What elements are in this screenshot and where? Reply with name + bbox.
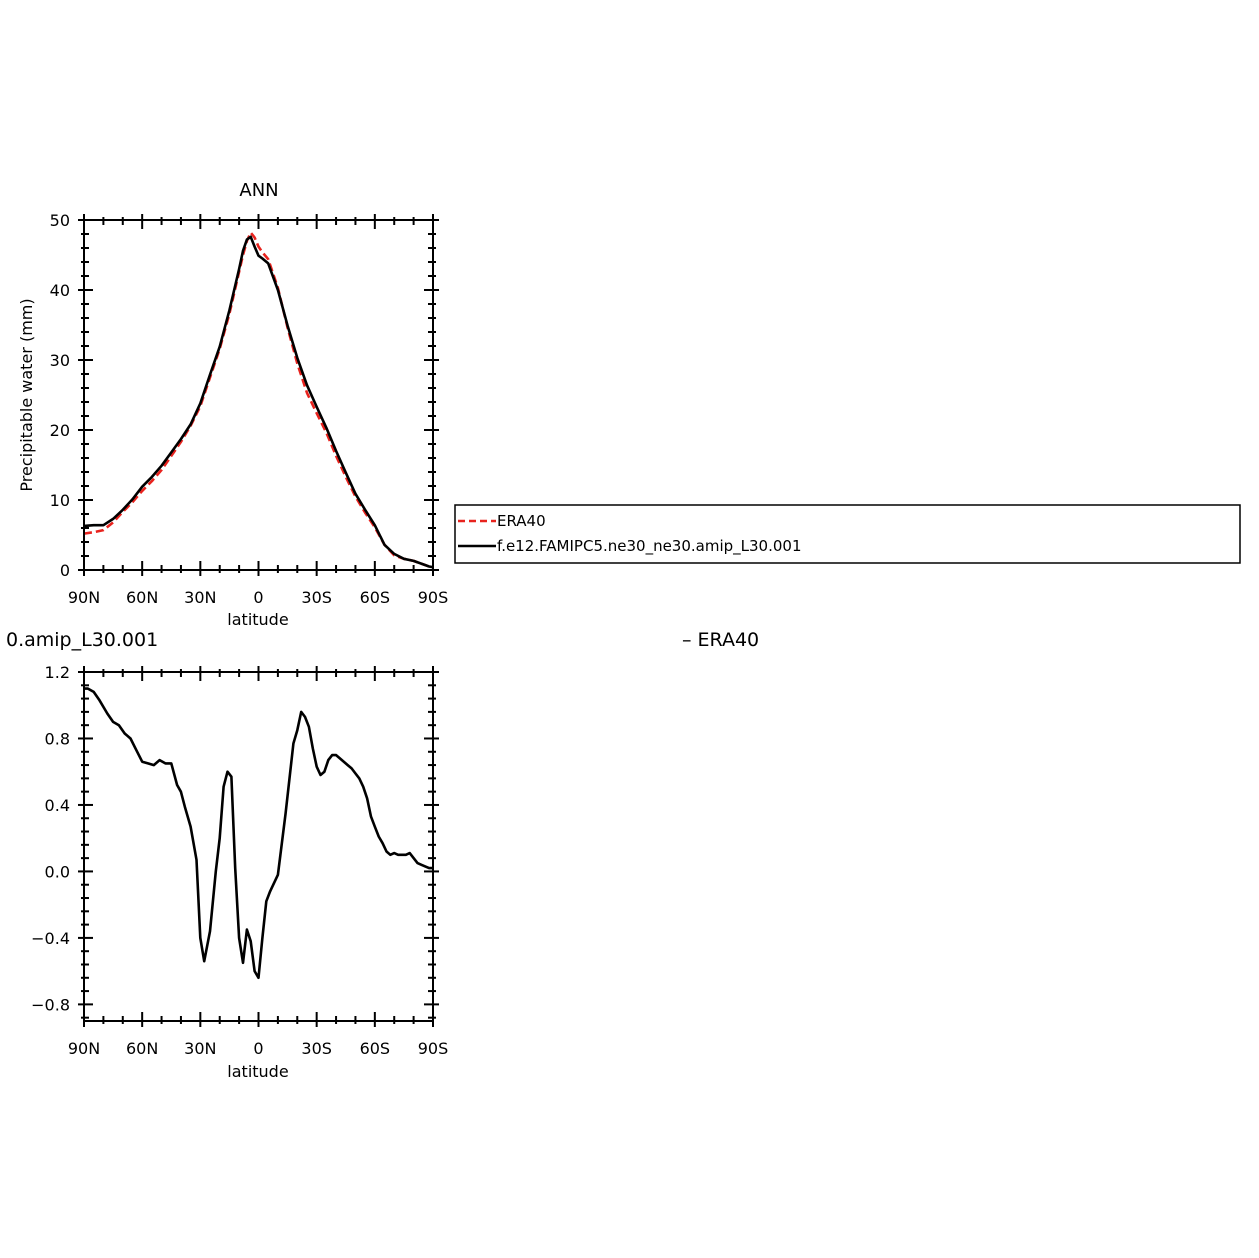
top-chart-y-tick-label: 50 [50, 211, 70, 230]
bottom-chart: 0.amip_L30.001 – ERA40 90N 60N 30N 0 30S 60S 9… [0, 629, 759, 1081]
top-chart-x-tick-label: 30S [301, 588, 332, 607]
bottom-chart-y-tick-label: 1.2 [45, 663, 70, 682]
bottom-chart-x-axis-label: latitude [227, 1062, 288, 1081]
bottom-chart-y-tick-label: −0.4 [31, 929, 70, 948]
top-chart-y-tick-label: 0 [60, 561, 70, 580]
bottom-chart-title-left: 0.amip_L30.001 [6, 629, 158, 651]
top-chart-frame [83, 219, 434, 571]
top-chart-x-tick-label: 90S [418, 588, 449, 607]
bottom-chart-y-tick-label: 0.0 [45, 862, 70, 881]
top-chart-x-tick-labels: 90N 60N 30N 0 30S 60S 90S [68, 588, 448, 607]
bottom-chart-series-group [84, 687, 433, 980]
bottom-chart-y-tick-label: 0.4 [45, 796, 70, 815]
top-chart-series-0-line [83, 231, 434, 569]
bottom-chart-y-axis-label: Precipitable water (mm) [0, 750, 17, 943]
top-chart-y-tick-label: 20 [50, 421, 70, 440]
top-chart-y-tick-label: 30 [50, 351, 70, 370]
bottom-chart-x-tick-label: 90N [68, 1039, 100, 1058]
legend: ERA40 f.e12.FAMIPC5.ne30_ne30.amip_L30.0… [454, 504, 1241, 564]
top-chart-ticks [78, 214, 439, 576]
top-chart-series-1-line [83, 235, 434, 569]
top-chart-y-tick-label: 10 [50, 491, 70, 510]
bottom-chart-title-right: – ERA40 [682, 629, 759, 651]
top-chart-x-tick-label: 90N [68, 588, 100, 607]
bottom-chart-x-tick-label: 30N [184, 1039, 216, 1058]
bottom-chart-y-tick-labels: −0.8 −0.4 0.0 0.4 0.8 1.2 [31, 663, 70, 1014]
top-chart-series-group [83, 231, 434, 569]
legend-box [454, 504, 1241, 564]
bottom-chart-x-tick-label: 90S [418, 1039, 449, 1058]
top-chart-y-tick-label: 40 [50, 281, 70, 300]
top-chart-x-tick-label: 0 [253, 588, 263, 607]
top-chart-y-tick-labels: 0 10 20 30 40 50 [50, 211, 70, 580]
top-chart-x-tick-label: 60S [360, 588, 391, 607]
bottom-chart-y-tick-label: 0.8 [45, 729, 70, 748]
bottom-chart-frame [83, 671, 434, 1022]
bottom-chart-x-tick-label: 0 [253, 1039, 263, 1058]
legend-label-era40: ERA40 [497, 512, 546, 530]
top-chart-y-axis-label: Precipitable water (mm) [17, 298, 36, 491]
top-chart-x-tick-label: 60N [126, 588, 158, 607]
bottom-chart-x-tick-label: 60S [360, 1039, 391, 1058]
top-chart-title: ANN [239, 180, 278, 201]
top-chart-x-axis-label: latitude [227, 610, 288, 629]
legend-label-model: f.e12.FAMIPC5.ne30_ne30.amip_L30.001 [497, 537, 802, 556]
bottom-chart-x-tick-label: 30S [301, 1039, 332, 1058]
bottom-chart-x-tick-label: 60N [126, 1039, 158, 1058]
bottom-chart-y-tick-label: −0.8 [31, 995, 70, 1014]
top-chart: ANN 90N 60N 30N 0 30S 60S 90S 0 10 20 30 40 50 lati… [17, 180, 448, 629]
bottom-chart-x-tick-labels: 90N 60N 30N 0 30S 60S 90S [68, 1039, 448, 1058]
top-chart-x-tick-label: 30N [184, 588, 216, 607]
bottom-chart-series-0-line [84, 687, 433, 980]
